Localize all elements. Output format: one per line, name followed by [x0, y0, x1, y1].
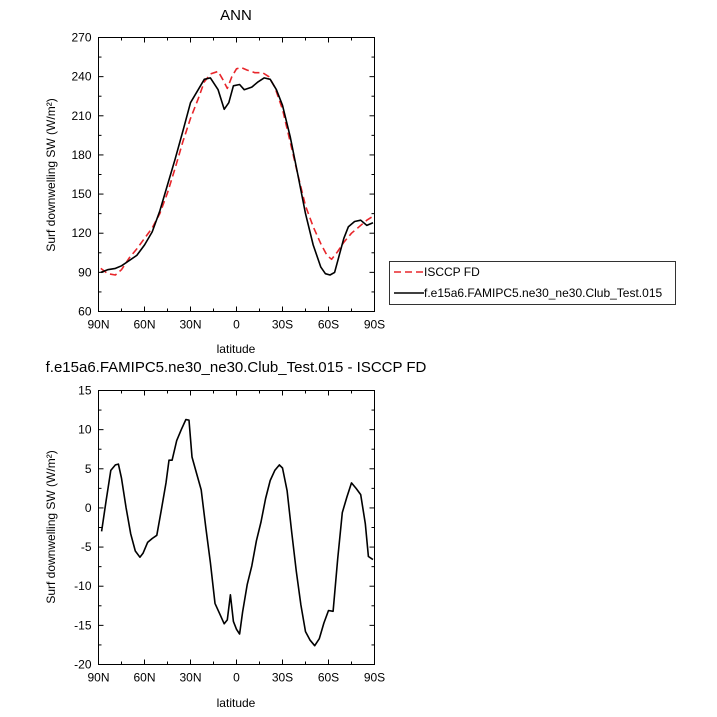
y-tick-label: -5 [81, 540, 92, 554]
y-tick-label: 270 [71, 31, 91, 45]
x-tick-label: 60N [133, 318, 155, 332]
bottom-panel-ticks: 90N 60N 30N 0 30S 60S 90S -20 -15 -10 -5 0 5 10 15 [74, 384, 385, 685]
isccp-fd-line [100, 66, 374, 276]
y-tick-label: 210 [71, 109, 91, 123]
x-tick-label: 90N [87, 671, 109, 685]
legend-label-model: f.e15a6.FAMIPC5.ne30_ne30.Club_Test.015 [424, 286, 662, 300]
x-tick-label: 0 [233, 671, 240, 685]
y-tick-label: -10 [74, 579, 92, 593]
top-panel-x-axis-label: latitude [217, 342, 256, 356]
top-panel-y-axis-label: Surf downwelling SW (W/m²) [44, 98, 58, 251]
x-tick-label: 30S [272, 671, 293, 685]
bottom-panel-frame [98, 390, 375, 665]
y-tick-label: 10 [78, 423, 92, 437]
y-tick-label: 180 [71, 148, 91, 162]
x-tick-label: 60S [318, 318, 339, 332]
x-tick-label: 30N [179, 671, 201, 685]
top-panel-frame [98, 37, 375, 312]
top-panel-ticks: 90N 60N 30N 0 30S 60S 90S 60 90 120 150 180 210 240 27… [71, 31, 385, 332]
x-tick-label: 90S [364, 671, 385, 685]
legend: ISCCP FD f.e15a6.FAMIPC5.ne30_ne30.Club_… [389, 261, 676, 305]
x-tick-label: 30S [272, 318, 293, 332]
x-tick-label: 0 [233, 318, 240, 332]
x-tick-label: 90S [364, 318, 385, 332]
legend-box [389, 261, 676, 305]
bottom-panel-lines [100, 418, 374, 647]
y-tick-label: 15 [78, 384, 92, 398]
bottom-panel-title: f.e15a6.FAMIPC5.ne30_ne30.Club_Test.015 … [46, 359, 427, 376]
difference-line [100, 418, 374, 647]
top-panel-title: ANN [220, 7, 252, 24]
top-panel: ANN Surf downwelling SW (W/m²) latitude … [44, 7, 385, 356]
y-tick-label: 120 [71, 226, 91, 240]
y-tick-label: -15 [74, 618, 92, 632]
y-tick-label: 240 [71, 70, 91, 84]
y-tick-label: 150 [71, 187, 91, 201]
legend-label-isccp: ISCCP FD [424, 265, 480, 279]
x-tick-label: 60N [133, 671, 155, 685]
x-tick-label: 60S [318, 671, 339, 685]
y-tick-label: 5 [85, 462, 92, 476]
y-tick-label: -20 [74, 658, 92, 672]
model-line [100, 77, 374, 276]
y-tick-label: 90 [78, 265, 92, 279]
y-tick-label: 0 [85, 501, 92, 515]
bottom-panel-y-axis-label: Surf downwelling SW (W/m²) [44, 450, 58, 603]
bottom-panel: f.e15a6.FAMIPC5.ne30_ne30.Club_Test.015 … [44, 359, 427, 710]
top-panel-lines [100, 66, 374, 276]
x-tick-label: 30N [179, 318, 201, 332]
bottom-panel-x-axis-label: latitude [217, 696, 256, 710]
y-tick-label: 60 [78, 305, 92, 319]
x-tick-label: 90N [87, 318, 109, 332]
